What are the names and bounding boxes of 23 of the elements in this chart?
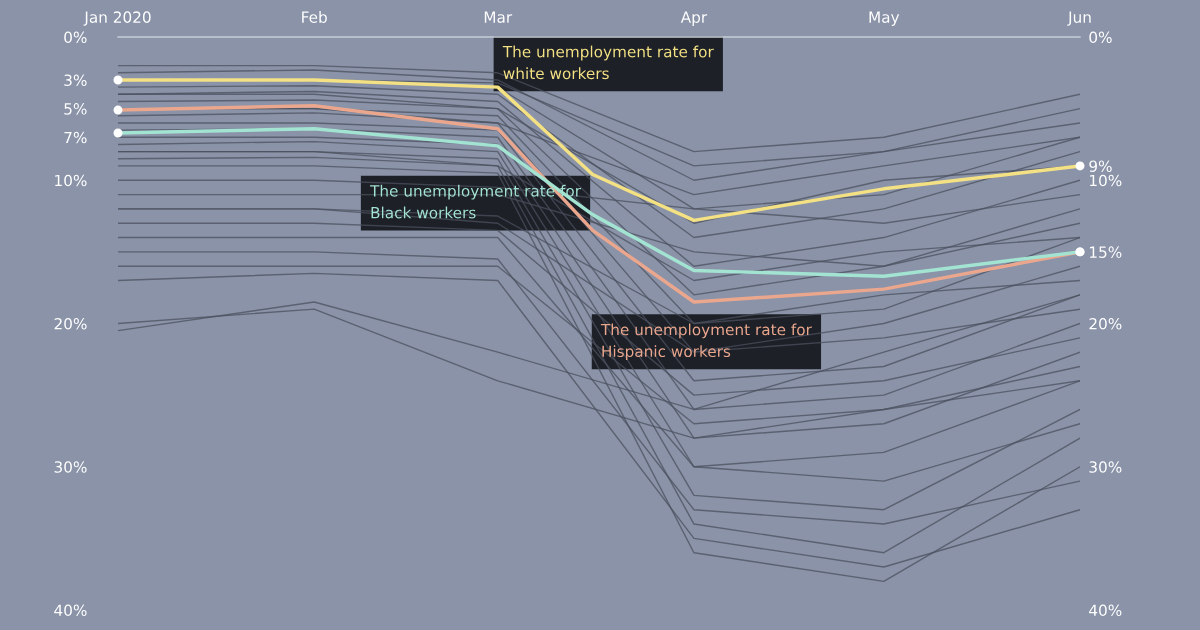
x-tick-label: Jan 2020: [83, 11, 151, 26]
x-tick-label: Feb: [302, 11, 327, 23]
x-tick-label: Jun: [1067, 11, 1091, 26]
y2-tick-label: 15%: [1090, 246, 1122, 258]
y-tick-label: 7%: [64, 131, 87, 144]
y-tick-label: 40%: [54, 604, 87, 617]
x-tick-label: Mar: [484, 11, 513, 23]
y-tick-label: 30%: [54, 461, 87, 473]
annotation: The unemployment rate for white workers: [502, 45, 714, 80]
y2-tick-label: 20%: [1089, 317, 1122, 330]
x-tick-label: May: [869, 11, 900, 26]
y2-tick-label: 40%: [1089, 604, 1122, 617]
y-tick-label: 3%: [64, 74, 87, 86]
y-tick-label: 10%: [55, 174, 87, 187]
y2-tick-label: 9%: [1089, 160, 1112, 172]
y-tick-label: 0%: [64, 31, 87, 44]
y-tick-label: 5%: [64, 103, 87, 115]
y2-tick-label: 30%: [1089, 461, 1122, 473]
y2-tick-label: 10%: [1090, 174, 1122, 187]
y2-tick-label: 0%: [1089, 31, 1112, 44]
y-tick-label: 20%: [54, 317, 87, 330]
annotation: The unemployment rate for Hispanic workers: [600, 323, 812, 361]
x-tick-label: Apr: [680, 11, 708, 26]
